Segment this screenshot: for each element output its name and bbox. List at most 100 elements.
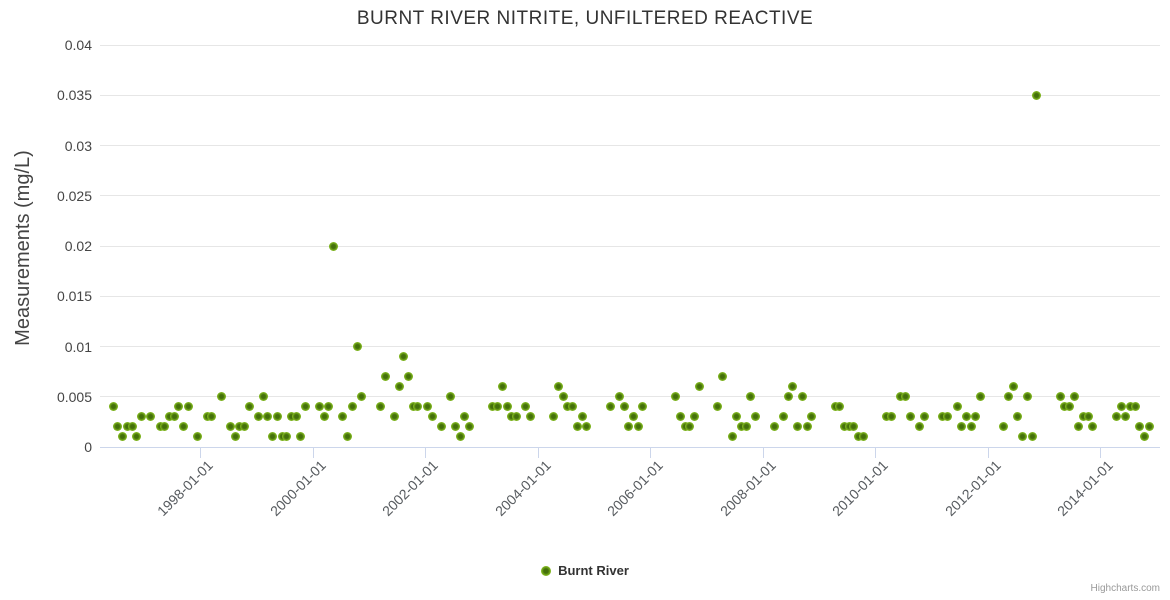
- data-point[interactable]: [905, 412, 915, 422]
- data-point[interactable]: [146, 412, 156, 422]
- data-point[interactable]: [324, 402, 334, 412]
- data-point[interactable]: [741, 422, 751, 432]
- data-point[interactable]: [1130, 402, 1140, 412]
- data-point[interactable]: [1065, 402, 1075, 412]
- data-point[interactable]: [1018, 432, 1028, 442]
- data-point[interactable]: [629, 412, 639, 422]
- data-point[interactable]: [788, 382, 798, 392]
- data-point[interactable]: [502, 402, 512, 412]
- data-point[interactable]: [1022, 392, 1032, 402]
- data-point[interactable]: [113, 422, 123, 432]
- data-point[interactable]: [511, 412, 521, 422]
- data-point[interactable]: [750, 412, 760, 422]
- data-point[interactable]: [216, 392, 226, 402]
- data-point[interactable]: [999, 422, 1009, 432]
- data-point[interactable]: [1079, 412, 1089, 422]
- data-point[interactable]: [352, 342, 362, 351]
- data-point[interactable]: [746, 392, 756, 402]
- data-point[interactable]: [783, 392, 793, 402]
- data-point[interactable]: [952, 402, 962, 412]
- data-point[interactable]: [338, 412, 348, 422]
- data-point[interactable]: [1140, 432, 1150, 442]
- legend-item-burnt-river[interactable]: Burnt River: [558, 563, 629, 578]
- data-point[interactable]: [108, 402, 118, 412]
- data-point[interactable]: [122, 422, 132, 432]
- data-point[interactable]: [207, 412, 217, 422]
- data-point[interactable]: [460, 412, 470, 422]
- data-point[interactable]: [230, 432, 240, 442]
- data-point[interactable]: [900, 392, 910, 402]
- data-point[interactable]: [1111, 412, 1121, 422]
- data-point[interactable]: [155, 422, 165, 432]
- data-point[interactable]: [1055, 392, 1065, 402]
- data-point[interactable]: [568, 402, 578, 412]
- data-point[interactable]: [675, 412, 685, 422]
- data-point[interactable]: [615, 392, 625, 402]
- data-point[interactable]: [835, 402, 845, 412]
- data-point[interactable]: [436, 422, 446, 432]
- data-point[interactable]: [390, 412, 400, 422]
- data-point[interactable]: [127, 422, 137, 432]
- data-point[interactable]: [394, 382, 404, 392]
- data-point[interactable]: [633, 422, 643, 432]
- data-point[interactable]: [975, 392, 985, 402]
- data-point[interactable]: [493, 402, 503, 412]
- data-point[interactable]: [244, 402, 254, 412]
- data-point[interactable]: [263, 412, 273, 422]
- data-point[interactable]: [315, 402, 325, 412]
- data-point[interactable]: [624, 422, 634, 432]
- data-point[interactable]: [1074, 422, 1084, 432]
- data-point[interactable]: [319, 412, 329, 422]
- data-point[interactable]: [1121, 412, 1131, 422]
- data-point[interactable]: [1144, 422, 1154, 432]
- data-point[interactable]: [779, 412, 789, 422]
- data-point[interactable]: [966, 422, 976, 432]
- data-point[interactable]: [1083, 412, 1093, 422]
- data-point[interactable]: [1135, 422, 1145, 432]
- data-point[interactable]: [521, 402, 531, 412]
- data-point[interactable]: [183, 402, 193, 412]
- data-point[interactable]: [582, 422, 592, 432]
- data-point[interactable]: [1060, 402, 1070, 412]
- data-point[interactable]: [404, 372, 414, 382]
- data-point[interactable]: [488, 402, 498, 412]
- data-point[interactable]: [258, 392, 268, 402]
- data-point[interactable]: [563, 402, 573, 412]
- data-point[interactable]: [286, 412, 296, 422]
- data-point[interactable]: [132, 432, 142, 442]
- data-point[interactable]: [896, 392, 906, 402]
- data-point[interactable]: [919, 412, 929, 422]
- data-point[interactable]: [797, 392, 807, 402]
- data-point[interactable]: [272, 412, 282, 422]
- data-point[interactable]: [202, 412, 212, 422]
- data-point[interactable]: [225, 422, 235, 432]
- data-point[interactable]: [938, 412, 948, 422]
- data-point[interactable]: [465, 422, 475, 432]
- data-point[interactable]: [844, 422, 854, 432]
- data-point[interactable]: [291, 412, 301, 422]
- data-point[interactable]: [1008, 382, 1018, 392]
- data-point[interactable]: [268, 432, 278, 442]
- data-point[interactable]: [957, 422, 967, 432]
- data-point[interactable]: [854, 432, 864, 442]
- data-point[interactable]: [1013, 412, 1023, 422]
- data-point[interactable]: [1004, 392, 1014, 402]
- data-point[interactable]: [300, 402, 310, 412]
- data-point[interactable]: [347, 402, 357, 412]
- data-point[interactable]: [840, 422, 850, 432]
- data-point[interactable]: [160, 422, 170, 432]
- data-point[interactable]: [807, 412, 817, 422]
- data-point[interactable]: [399, 352, 409, 362]
- data-point[interactable]: [174, 402, 184, 412]
- data-point[interactable]: [554, 382, 564, 392]
- data-point[interactable]: [558, 392, 568, 402]
- data-point[interactable]: [179, 422, 189, 432]
- highcharts-credit[interactable]: Highcharts.com: [1090, 583, 1160, 594]
- data-point[interactable]: [638, 402, 648, 412]
- data-point[interactable]: [943, 412, 953, 422]
- data-point[interactable]: [165, 412, 175, 422]
- data-point[interactable]: [413, 402, 423, 412]
- data-point[interactable]: [1027, 432, 1037, 442]
- data-point[interactable]: [375, 402, 385, 412]
- data-point[interactable]: [549, 412, 559, 422]
